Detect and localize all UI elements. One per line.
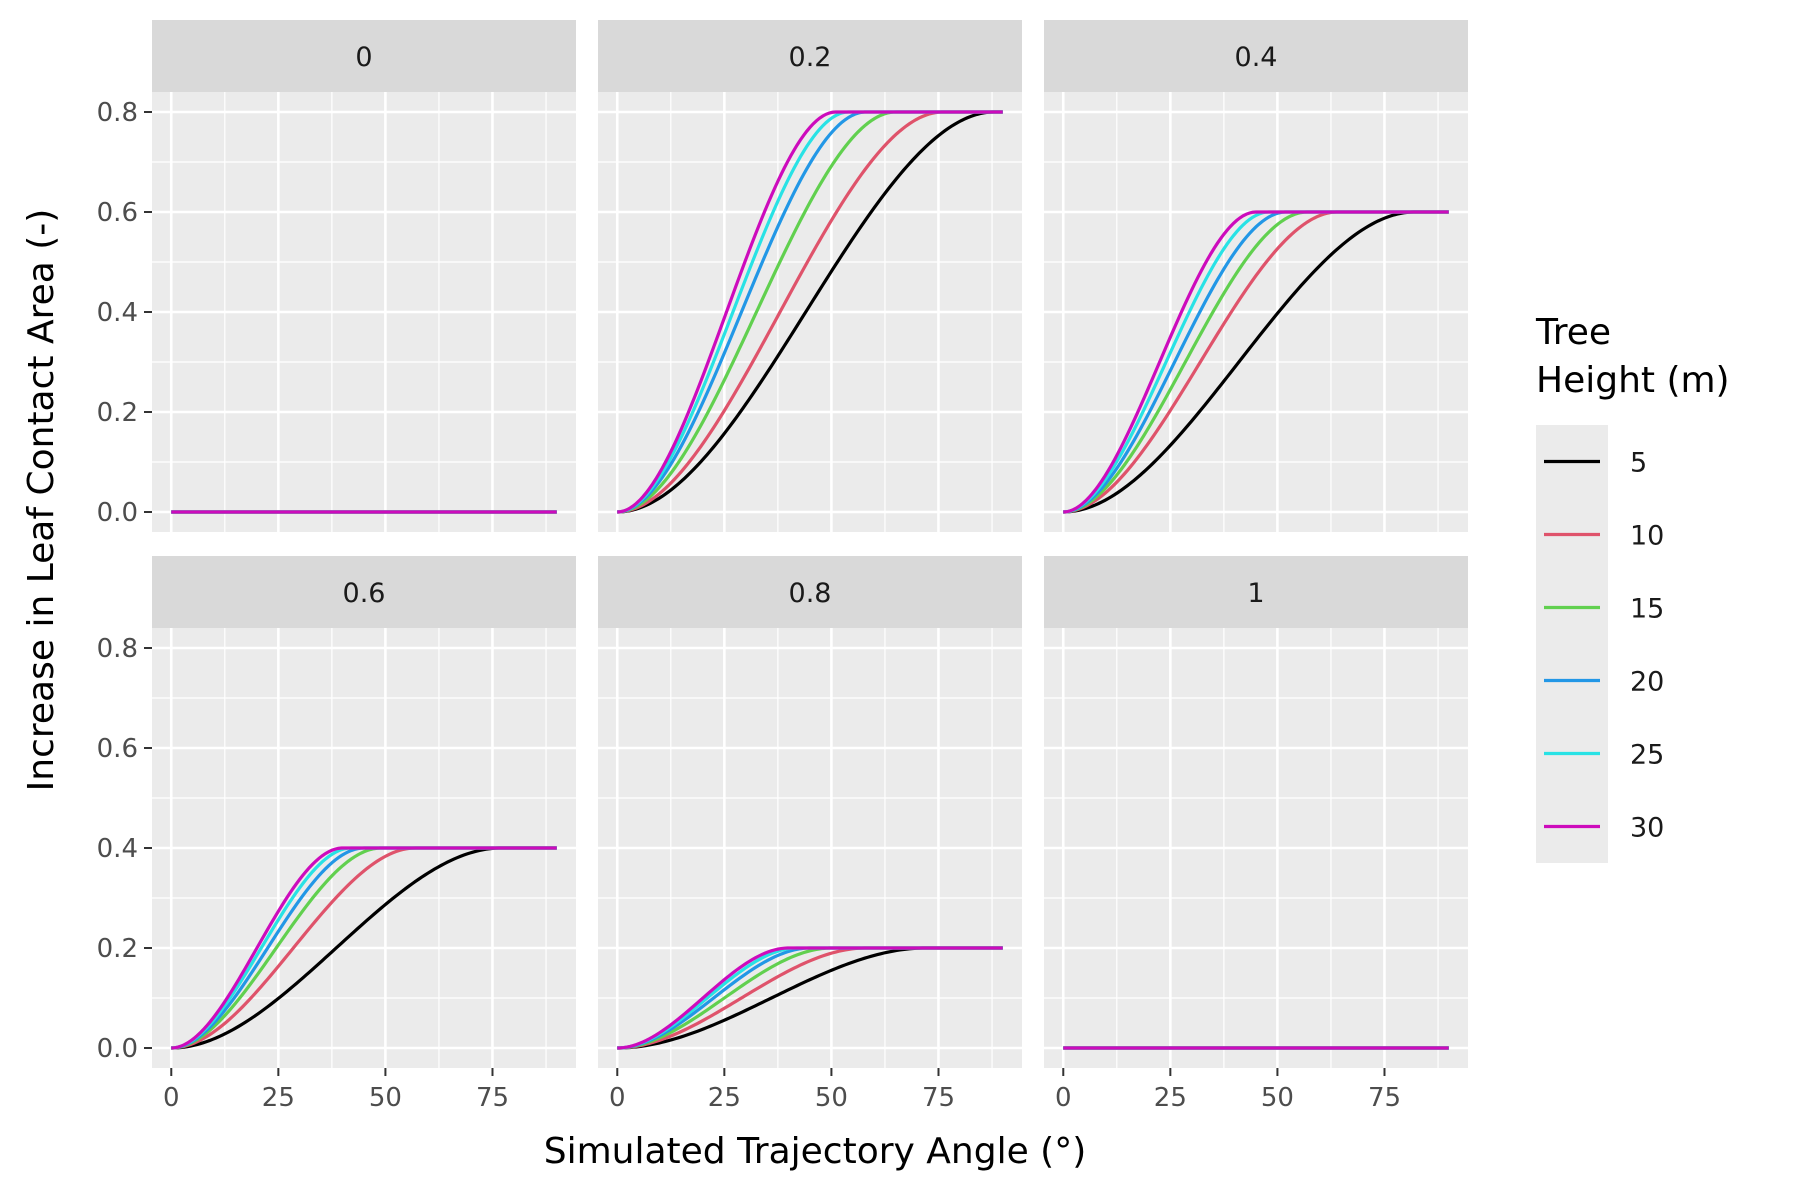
y-tick-label: 0.2 bbox=[97, 934, 138, 964]
y-tick-label: 0.2 bbox=[97, 398, 138, 428]
legend-key-background bbox=[1536, 425, 1608, 863]
y-axis-title: Increase in Leaf Contact Area (-) bbox=[21, 209, 62, 792]
series-line-5 bbox=[1063, 210, 1449, 514]
y-tick-label: 0.0 bbox=[97, 498, 138, 528]
series-line-5 bbox=[617, 110, 1003, 514]
facet-strip bbox=[1044, 20, 1468, 92]
axes: 0.0 0.2 0.4 0.6 0.8 0.0 0.2 0.4 0.6 0.8 0 25 50 75 0 25… bbox=[97, 98, 1401, 1113]
legend-title-line2: Height (m) bbox=[1536, 360, 1730, 401]
facet-panel: 1 bbox=[1044, 556, 1468, 1068]
series-line-30 bbox=[1063, 210, 1449, 514]
facet-panel: 0.8 bbox=[598, 556, 1022, 1068]
x-tick-label: 25 bbox=[708, 1083, 741, 1113]
facet-panel: 0.6 bbox=[152, 556, 576, 1068]
facet-panels: 0 0.2 0.4 0.6 0.8 1 bbox=[152, 20, 1468, 1068]
y-tick-label: 0.6 bbox=[97, 198, 138, 228]
x-tick-label: 0 bbox=[1055, 1083, 1072, 1113]
legend-label-10: 10 bbox=[1630, 521, 1664, 552]
y-tick-label: 0.0 bbox=[97, 1034, 138, 1064]
y-tick-label: 0.8 bbox=[97, 98, 138, 128]
x-tick-label: 25 bbox=[262, 1083, 295, 1113]
legend-label-5: 5 bbox=[1630, 448, 1647, 479]
legend: Tree Height (m) 5 10 15 20 25 30 bbox=[1535, 312, 1730, 863]
y-tick-label: 0.8 bbox=[97, 634, 138, 664]
y-tick-label: 0.4 bbox=[97, 298, 138, 328]
facet-panel: 0 bbox=[152, 20, 576, 532]
facet-strip bbox=[152, 556, 576, 628]
x-tick-label: 0 bbox=[163, 1083, 180, 1113]
x-tick-label: 50 bbox=[1261, 1083, 1294, 1113]
x-tick-label: 75 bbox=[922, 1083, 955, 1113]
facet-strip-label: 1 bbox=[1247, 578, 1264, 609]
facet-strip-label: 0.4 bbox=[1235, 42, 1278, 73]
x-tick-label: 50 bbox=[815, 1083, 848, 1113]
legend-keys: 5 10 15 20 25 30 bbox=[1536, 425, 1664, 863]
facet-strip-label: 0.8 bbox=[789, 578, 832, 609]
series-line-30 bbox=[617, 110, 1003, 514]
facet-strip bbox=[598, 556, 1022, 628]
legend-label-30: 30 bbox=[1630, 813, 1664, 844]
y-tick-label: 0.4 bbox=[97, 834, 138, 864]
x-tick-label: 75 bbox=[1368, 1083, 1401, 1113]
x-tick-label: 25 bbox=[1154, 1083, 1187, 1113]
series-line-30 bbox=[617, 946, 1003, 1050]
facet-strip bbox=[598, 20, 1022, 92]
legend-title-line1: Tree bbox=[1535, 312, 1611, 353]
x-tick-label: 75 bbox=[476, 1083, 509, 1113]
facet-strip bbox=[152, 20, 576, 92]
facet-panel: 0.4 bbox=[1044, 20, 1468, 532]
facet-strip bbox=[1044, 556, 1468, 628]
series-line-30 bbox=[171, 846, 557, 1050]
x-tick-label: 0 bbox=[609, 1083, 626, 1113]
facet-panel: 0.2 bbox=[598, 20, 1022, 532]
x-axis-title: Simulated Trajectory Angle (°) bbox=[544, 1131, 1087, 1172]
facet-strip-label: 0.2 bbox=[789, 42, 832, 73]
legend-label-25: 25 bbox=[1630, 740, 1664, 771]
y-tick-label: 0.6 bbox=[97, 734, 138, 764]
facet-strip-label: 0 bbox=[355, 42, 372, 73]
legend-label-20: 20 bbox=[1630, 667, 1664, 698]
facet-strip-label: 0.6 bbox=[343, 578, 386, 609]
legend-label-15: 15 bbox=[1630, 594, 1664, 625]
x-tick-label: 50 bbox=[369, 1083, 402, 1113]
